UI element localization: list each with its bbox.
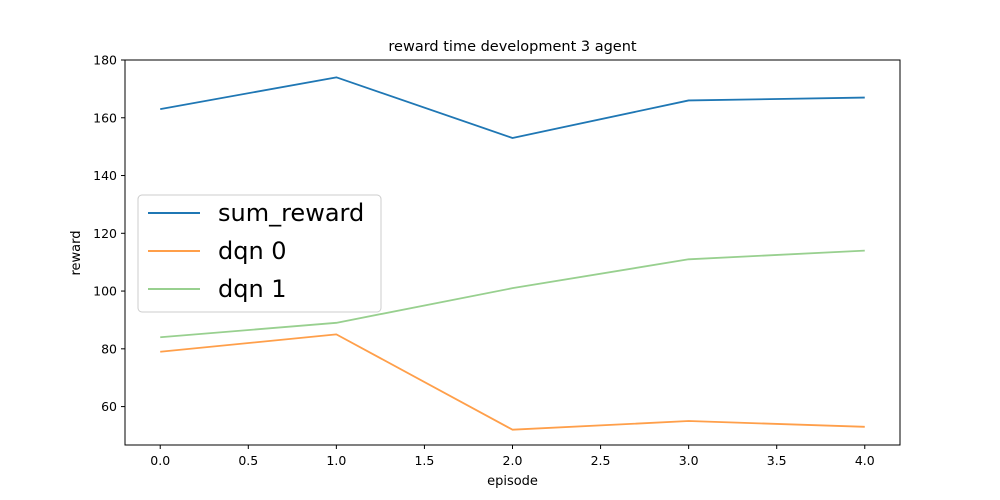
y-tick-label: 180 [93, 53, 117, 68]
chart-title: reward time development 3 agent [388, 39, 636, 55]
x-tick-label: 4.0 [855, 453, 875, 468]
x-tick-label: 2.5 [591, 453, 611, 468]
y-tick-label: 60 [101, 399, 117, 414]
x-axis-label: episode [487, 474, 538, 489]
y-axis-label: reward [69, 230, 84, 275]
legend-label: dqn 0 [218, 237, 287, 265]
x-tick-label: 1.5 [414, 453, 434, 468]
x-tick-label: 0.0 [150, 453, 170, 468]
y-tick-label: 80 [101, 341, 117, 356]
legend-label: dqn 1 [218, 275, 287, 303]
plot-area [160, 76, 865, 431]
x-tick-label: 1.0 [326, 453, 346, 468]
y-tick-label: 100 [93, 284, 117, 299]
series-line-0 [160, 76, 865, 139]
legend-label: sum_reward [218, 199, 364, 227]
series-line-2 [160, 249, 865, 339]
series-line-1 [160, 333, 865, 431]
y-tick-label: 140 [93, 168, 117, 183]
y-axis: 60 80 100 120 140 160 180 [93, 53, 125, 414]
x-tick-label: 2.0 [503, 453, 523, 468]
x-tick-label: 3.0 [679, 453, 699, 468]
x-tick-label: 3.5 [767, 453, 787, 468]
x-axis: 0.0 0.5 1.0 1.5 2.0 2.5 3.0 3.5 4.0 [150, 445, 875, 468]
x-tick-label: 0.5 [238, 453, 258, 468]
legend-box [137, 194, 382, 313]
y-tick-label: 120 [93, 226, 117, 241]
y-tick-label: 160 [93, 110, 117, 125]
